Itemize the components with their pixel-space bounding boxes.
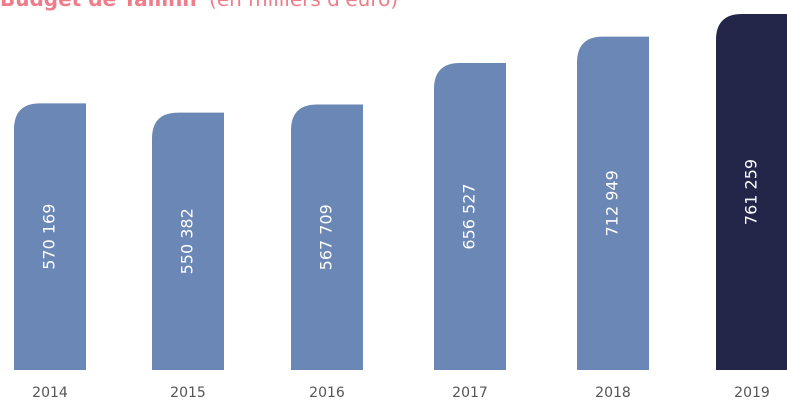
- chart-title-line: Budget de Tallinn (en milliers d'euro): [0, 0, 398, 11]
- value-label: 712 949: [603, 170, 622, 236]
- bar: [14, 103, 86, 370]
- x-tick-label: 2015: [170, 385, 206, 401]
- value-label: 567 709: [317, 204, 336, 270]
- value-label: 570 169: [40, 204, 59, 270]
- chart-title: Budget de Tallinn: [0, 0, 197, 11]
- x-tick-label: 2019: [734, 385, 770, 401]
- bar: [291, 104, 363, 371]
- bar: [152, 112, 224, 371]
- x-tick-label: 2017: [452, 385, 488, 401]
- x-tick-label: 2018: [595, 385, 631, 401]
- bar: [434, 62, 506, 370]
- bar: [716, 14, 787, 370]
- value-label: 656 527: [460, 183, 479, 249]
- value-label: 550 382: [178, 208, 197, 274]
- bar: [577, 36, 649, 371]
- x-tick-label: 2014: [32, 385, 68, 401]
- chart-subtitle: (en milliers d'euro): [209, 0, 398, 11]
- x-tick-label: 2016: [309, 385, 345, 401]
- value-label: 761 259: [742, 159, 761, 225]
